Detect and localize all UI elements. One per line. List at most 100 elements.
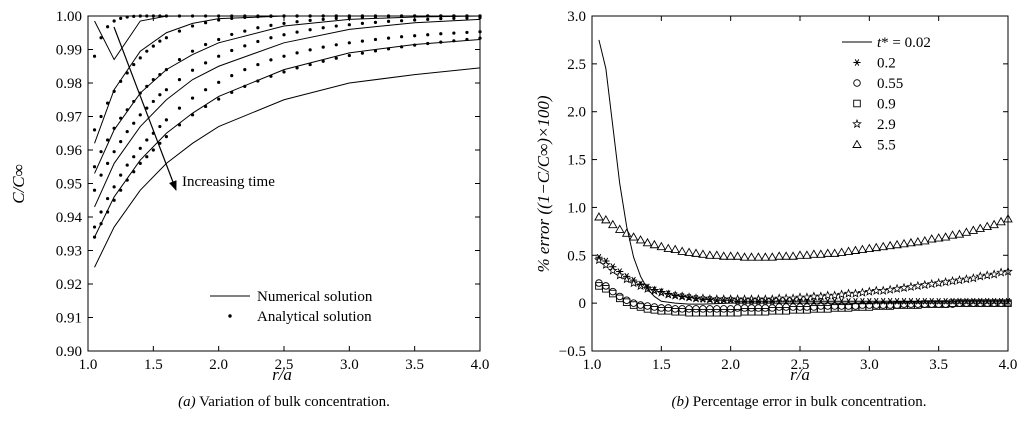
- series-point-star: [961, 274, 972, 284]
- analytical-solution-point: [99, 210, 103, 214]
- series-point-star: [649, 285, 660, 295]
- analytical-solution-point: [230, 16, 234, 20]
- analytical-solution-point: [138, 146, 142, 150]
- series-point-square: [775, 307, 783, 315]
- analytical-solution-point: [190, 113, 195, 117]
- analytical-solution-point: [321, 26, 325, 30]
- series-point-star: [919, 279, 930, 290]
- legend-prefix-rest: * =: [881, 35, 904, 51]
- analytical-solution-point: [190, 96, 195, 100]
- series-point-star: [718, 294, 729, 304]
- analytical-solution-point: [386, 47, 391, 51]
- series-point-triangle: [712, 250, 722, 259]
- series-point-triangle: [594, 212, 604, 221]
- series-point-square: [719, 308, 728, 317]
- series-point-circle: [622, 296, 631, 305]
- analytical-solution-point: [125, 129, 129, 134]
- series-point-star: [774, 293, 785, 303]
- analytical-solution-point: [386, 15, 391, 19]
- series-point-star: [843, 288, 854, 298]
- series-point-star: [614, 270, 625, 280]
- series-point-star: [912, 280, 923, 291]
- series-point-triangle: [947, 230, 958, 239]
- analytical-solution-point: [125, 71, 129, 75]
- series-point-circle: [747, 304, 756, 312]
- analytical-solution-point: [92, 225, 97, 229]
- numerical-solution-line: [94, 15, 481, 174]
- series-point-triangle: [885, 240, 895, 250]
- series-point-triangle: [718, 251, 729, 260]
- series-point-star: [635, 280, 646, 291]
- series-point-asterisk: [879, 297, 887, 305]
- chart-a-annotation: Increasing time: [182, 174, 275, 190]
- analytical-solution-point: [400, 19, 404, 23]
- analytical-solution-point: [256, 79, 260, 83]
- analytical-solution-point: [217, 97, 221, 101]
- series-point-star: [975, 271, 986, 281]
- series-point-circle: [706, 305, 714, 313]
- y-tick-label: 0.96: [56, 143, 83, 159]
- numerical-solution-line: [94, 18, 481, 208]
- analytical-solution-point: [145, 138, 149, 142]
- chart-b-series: [594, 39, 1013, 317]
- series-point-triangle: [899, 238, 909, 248]
- series-point-triangle: [774, 251, 784, 260]
- series-point-square: [602, 285, 610, 293]
- increasing-time-arrow: [113, 26, 177, 191]
- analytical-solution-point: [413, 43, 417, 47]
- series-point-star: [663, 289, 674, 299]
- series-point-triangle: [816, 249, 826, 258]
- y-tick-label: 2.5: [567, 57, 586, 73]
- analytical-solution-point: [230, 48, 234, 53]
- analytical-solution-point: [295, 66, 299, 70]
- analytical-solution-point: [112, 126, 116, 130]
- analytical-solution-point: [132, 155, 136, 159]
- series-point-square: [761, 308, 770, 316]
- series-point-circle: [810, 303, 818, 311]
- series-point-star: [968, 273, 979, 283]
- analytical-solution-point: [132, 170, 136, 174]
- analytical-solution-point: [400, 14, 404, 18]
- series-point-triangle: [878, 241, 888, 251]
- series-point-triangle: [871, 242, 882, 252]
- analytical-solution-point: [164, 14, 168, 18]
- chart-b-x-ticks: 1.0 1.5 2.0 2.5 3.0 3.5 4.0: [583, 16, 1017, 373]
- series-point-circle: [782, 303, 790, 311]
- y-tick-label: 0.91: [56, 311, 82, 327]
- series-point-triangle: [746, 252, 757, 261]
- analytical-solution-point: [452, 39, 456, 43]
- analytical-solution-point: [204, 42, 208, 47]
- series-point-star: [642, 283, 653, 293]
- y-tick-label: 0.97: [56, 110, 83, 126]
- analytical-solution-point: [190, 49, 195, 53]
- analytical-solution-point: [177, 29, 182, 33]
- series-point-triangle: [781, 251, 791, 260]
- series-point-square: [754, 308, 763, 316]
- analytical-solution-point: [478, 16, 482, 20]
- series-point-star: [711, 294, 722, 304]
- analytical-solution-point: [99, 114, 103, 119]
- analytical-solution-point: [112, 89, 116, 93]
- series-point-triangle: [788, 251, 798, 260]
- series-point-triangle: [975, 223, 986, 232]
- analytical-solution-point: [465, 30, 469, 35]
- analytical-solution-point: [92, 188, 97, 192]
- series-point-square: [706, 308, 714, 317]
- series-point-star: [607, 265, 618, 275]
- legend-label-t-0.9: 0.9: [877, 97, 896, 113]
- chart-a: 1.0 1.5 2.0 2.5 3.0 3.5 4.0 0.900.910.920.930.…: [9, 9, 489, 410]
- analytical-solution-point: [99, 36, 103, 40]
- series-point-triangle: [670, 244, 680, 253]
- chart-a-legend: Numerical solution Analytical solution: [210, 289, 373, 325]
- analytical-solution-point: [177, 123, 182, 127]
- analytical-solution-point: [321, 17, 325, 21]
- analytical-solution-point: [119, 116, 123, 120]
- analytical-solution-point: [190, 14, 195, 18]
- analytical-solution-point: [158, 124, 162, 129]
- series-point-star: [815, 291, 826, 301]
- analytical-solution-point: [334, 14, 338, 18]
- series-point-star: [628, 277, 639, 288]
- series-point-triangle: [836, 247, 847, 256]
- series-point-circle: [830, 302, 839, 310]
- analytical-solution-point: [321, 59, 325, 63]
